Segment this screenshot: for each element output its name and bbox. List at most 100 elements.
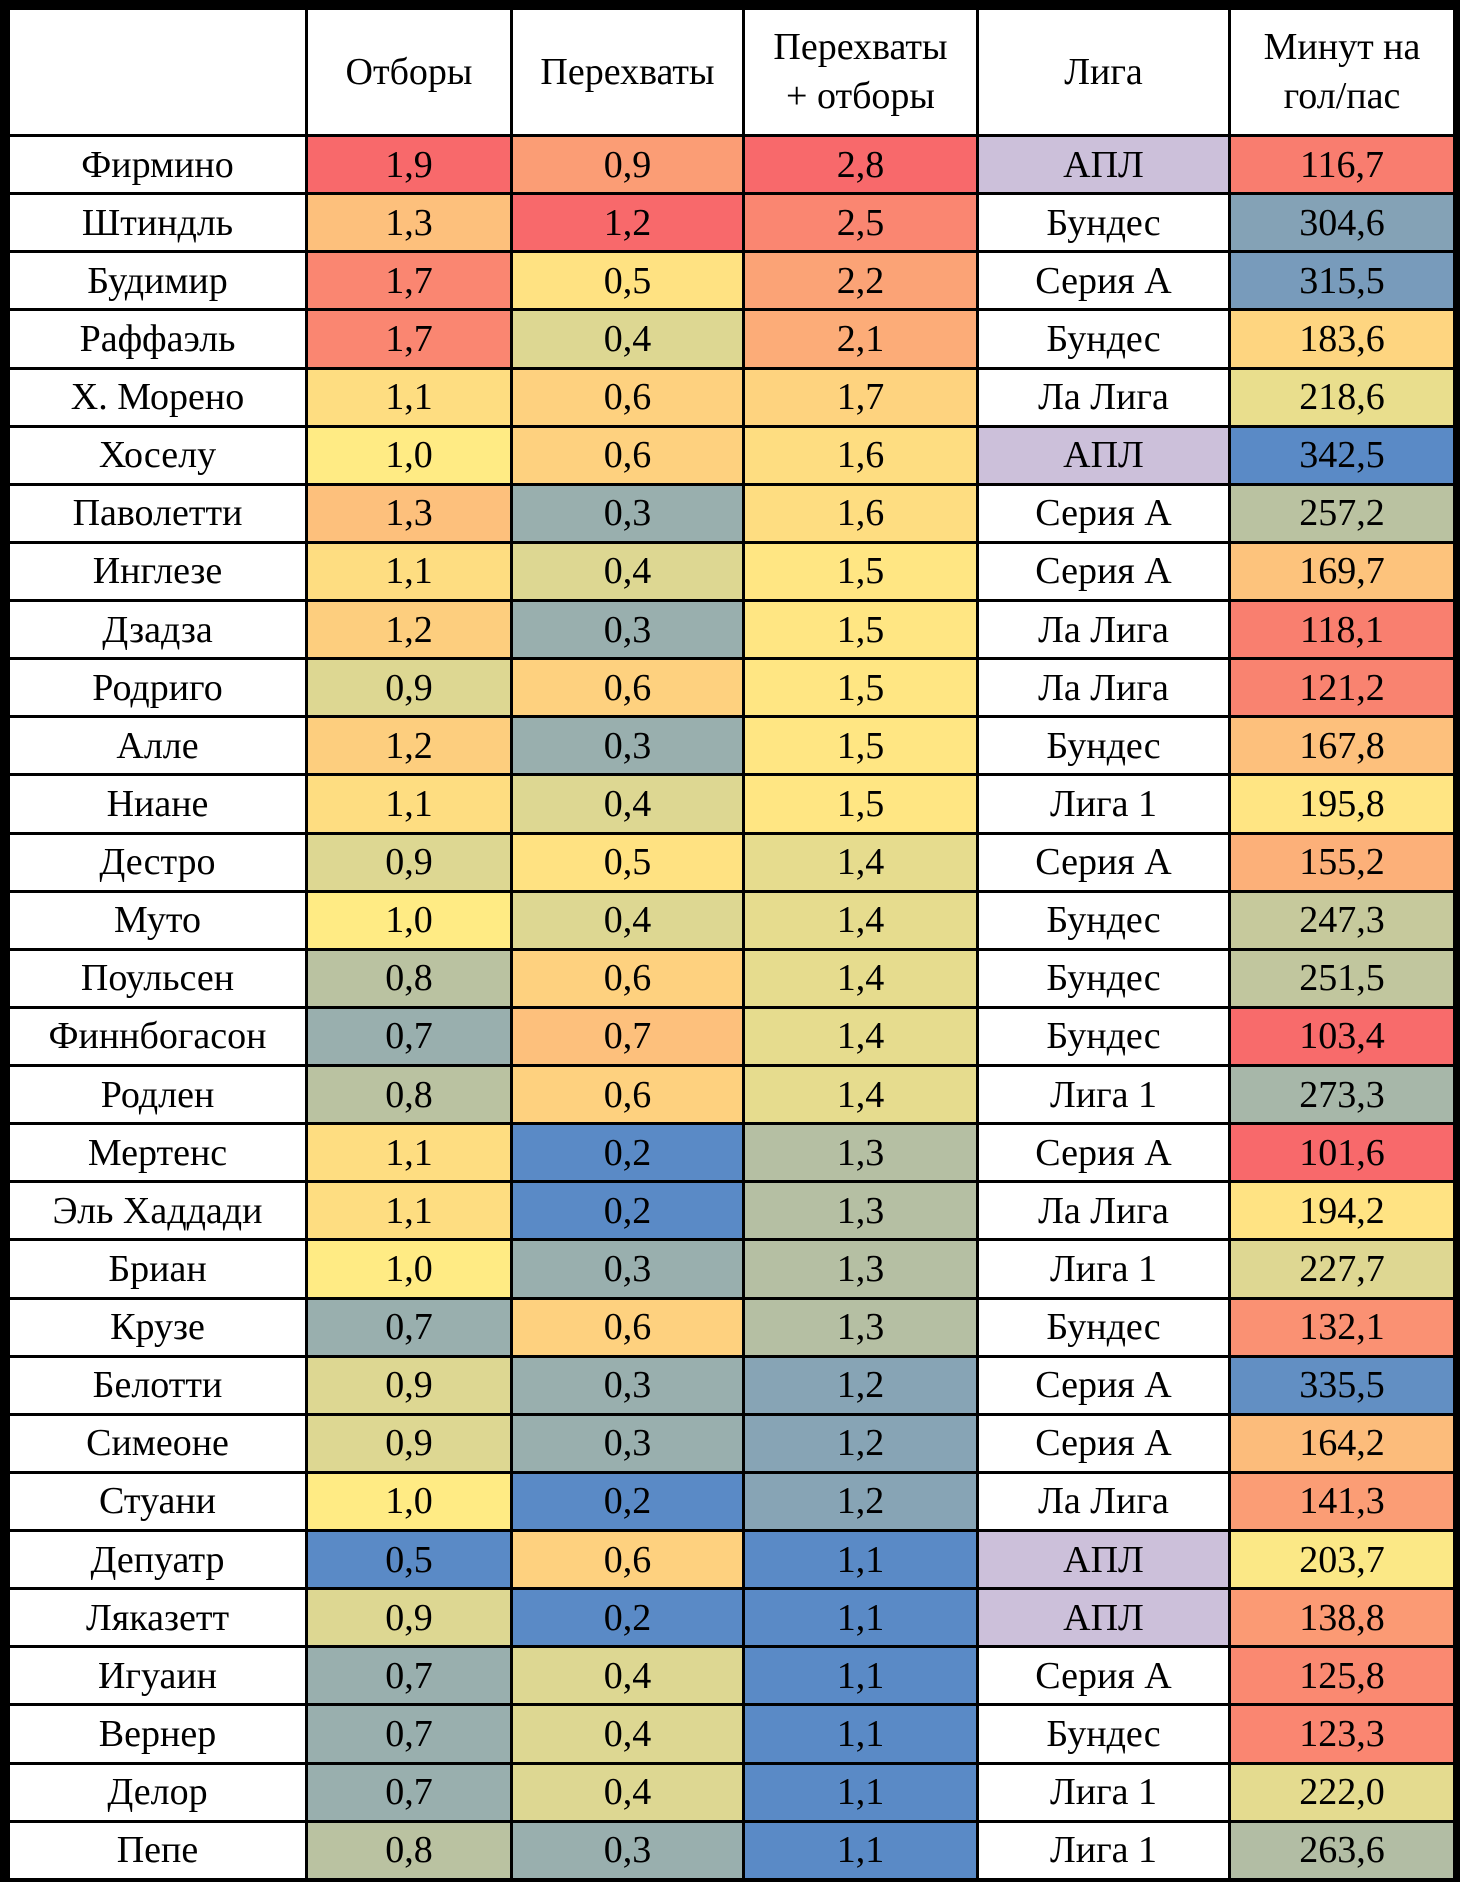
header-tackles-line: Отборы: [345, 50, 473, 93]
interceptions-cell: 0,3: [510, 1819, 745, 1881]
player-name-cell: Раффаэль: [7, 308, 308, 370]
league-cell: Бундес: [976, 1703, 1231, 1765]
tackles-cell: 1,1: [305, 366, 513, 428]
player-name-cell: Штиндль: [7, 192, 308, 254]
player-name-cell: Вернер: [7, 1703, 308, 1765]
league-cell: Лига 1: [976, 1819, 1231, 1881]
league-cell: Ла Лига: [976, 657, 1231, 719]
total-cell: 1,1: [742, 1645, 979, 1707]
tackles-cell: 0,8: [305, 1819, 513, 1881]
table-row: Финнбогасон 0,7 0,7 1,4 Бундес 103,4: [7, 1005, 1456, 1068]
interceptions-cell: 0,6: [510, 947, 745, 1009]
table-row: Мертенс 1,1 0,2 1,3 Серия А 101,6: [7, 1122, 1456, 1184]
tackles-cell: 1,1: [305, 540, 513, 603]
interceptions-cell: 0,2: [510, 1587, 745, 1649]
total-cell: 1,3: [742, 1122, 979, 1184]
tackles-cell: 1,3: [305, 192, 513, 254]
tackles-cell: 1,0: [305, 1238, 513, 1300]
tackles-cell: 1,7: [305, 308, 513, 370]
table-row: Родриго 0,9 0,6 1,5 Ла Лига 121,2: [7, 657, 1456, 719]
player-name-cell: Ляказетт: [7, 1587, 308, 1649]
minutes-cell: 304,6: [1228, 192, 1456, 254]
table-row: Пепе 0,8 0,3 1,1 Лига 1 263,6: [7, 1819, 1456, 1881]
table-row: Игуаин 0,7 0,4 1,1 Серия А 125,8: [7, 1645, 1456, 1707]
player-name-cell: Паволетти: [7, 482, 308, 544]
minutes-cell: 194,2: [1228, 1180, 1456, 1242]
header-minutes-line: гол/пас: [1283, 75, 1401, 117]
minutes-cell: 132,1: [1228, 1296, 1456, 1358]
league-cell: Лига 1: [976, 1063, 1231, 1126]
total-cell: 1,1: [742, 1819, 979, 1881]
tackles-cell: 1,9: [305, 133, 513, 196]
tackles-cell: 0,9: [305, 831, 513, 893]
tackles-cell: 1,7: [305, 250, 513, 312]
minutes-cell: 247,3: [1228, 889, 1456, 951]
minutes-cell: 103,4: [1228, 1005, 1456, 1068]
interceptions-cell: 1,2: [510, 192, 745, 254]
player-name-cell: Пепе: [7, 1819, 308, 1881]
league-cell: Бундес: [976, 1296, 1231, 1358]
league-cell: Серия А: [976, 831, 1231, 893]
tackles-cell: 0,9: [305, 1354, 513, 1416]
league-cell: Серия А: [976, 1354, 1231, 1416]
header-blank: [7, 7, 308, 137]
player-name-cell: Ниане: [7, 773, 308, 835]
league-cell: Серия А: [976, 482, 1231, 544]
tackles-cell: 1,0: [305, 1470, 513, 1533]
table-row: Инглезе 1,1 0,4 1,5 Серия А 169,7: [7, 540, 1456, 603]
minutes-cell: 167,8: [1228, 715, 1456, 777]
header-interceptions-line: Перехваты: [540, 50, 715, 93]
total-cell: 1,2: [742, 1354, 979, 1416]
total-cell: 1,5: [742, 598, 979, 661]
player-name-cell: Эль Хаддади: [7, 1180, 308, 1242]
minutes-cell: 257,2: [1228, 482, 1456, 544]
league-cell: Серия А: [976, 540, 1231, 603]
tackles-cell: 0,7: [305, 1005, 513, 1068]
tackles-cell: 0,9: [305, 1412, 513, 1474]
table-row: Раффаэль 1,7 0,4 2,1 Бундес 183,6: [7, 308, 1456, 370]
header-league: Лига: [976, 7, 1231, 137]
total-cell: 1,2: [742, 1412, 979, 1474]
header-row: Отборы Перехваты Перехваты + отборы Лига Мину…: [7, 7, 1456, 137]
interceptions-cell: 0,2: [510, 1180, 745, 1242]
header-interceptions: Перехваты: [510, 7, 745, 137]
total-cell: 2,2: [742, 250, 979, 312]
header-minutes: Минут на гол/пас: [1228, 7, 1456, 137]
league-cell: Ла Лига: [976, 366, 1231, 428]
table-row: Ляказетт 0,9 0,2 1,1 АПЛ 138,8: [7, 1587, 1456, 1649]
total-cell: 2,8: [742, 133, 979, 196]
minutes-cell: 164,2: [1228, 1412, 1456, 1474]
interceptions-cell: 0,4: [510, 540, 745, 603]
minutes-cell: 123,3: [1228, 1703, 1456, 1765]
league-cell: Лига 1: [976, 773, 1231, 835]
table-row: Дзадза 1,2 0,3 1,5 Ла Лига 118,1: [7, 598, 1456, 661]
interceptions-cell: 0,6: [510, 1296, 745, 1358]
table-row: Стуани 1,0 0,2 1,2 Ла Лига 141,3: [7, 1470, 1456, 1533]
header-total-line: Перехваты: [773, 26, 948, 69]
player-name-cell: Депуатр: [7, 1528, 308, 1591]
header-league-line: Лига: [1064, 50, 1143, 93]
league-cell: Ла Лига: [976, 598, 1231, 661]
table-row: Вернер 0,7 0,4 1,1 Бундес 123,3: [7, 1703, 1456, 1765]
league-cell: Бундес: [976, 1005, 1231, 1068]
total-cell: 1,4: [742, 1063, 979, 1126]
total-cell: 1,5: [742, 715, 979, 777]
total-cell: 1,5: [742, 540, 979, 603]
total-cell: 1,2: [742, 1470, 979, 1533]
interceptions-cell: 0,4: [510, 1645, 745, 1707]
player-name-cell: Мертенс: [7, 1122, 308, 1184]
total-cell: 1,5: [742, 773, 979, 835]
table-row: Будимир 1,7 0,5 2,2 Серия А 315,5: [7, 250, 1456, 312]
minutes-cell: 227,7: [1228, 1238, 1456, 1300]
interceptions-cell: 0,6: [510, 424, 745, 486]
table-row: Штиндль 1,3 1,2 2,5 Бундес 304,6: [7, 192, 1456, 254]
minutes-cell: 315,5: [1228, 250, 1456, 312]
player-name-cell: Родлен: [7, 1063, 308, 1126]
player-name-cell: Белотти: [7, 1354, 308, 1416]
interceptions-cell: 0,9: [510, 133, 745, 196]
minutes-cell: 195,8: [1228, 773, 1456, 835]
minutes-cell: 155,2: [1228, 831, 1456, 893]
minutes-cell: 183,6: [1228, 308, 1456, 370]
player-name-cell: Родриго: [7, 657, 308, 719]
